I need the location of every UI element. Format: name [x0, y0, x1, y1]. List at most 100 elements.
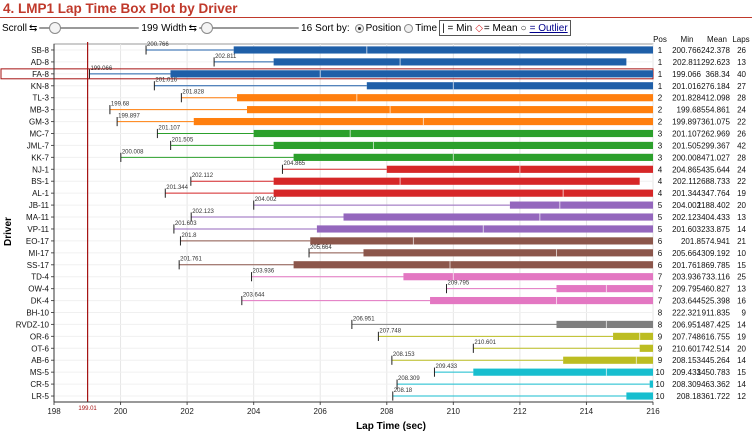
stat-pos: 4	[658, 177, 663, 186]
box-lower	[193, 117, 424, 126]
stat-laps: 42	[737, 141, 746, 150]
header-pos: Pos	[653, 35, 667, 44]
stat-min: 208.18	[677, 392, 702, 401]
stat-laps: 24	[737, 106, 746, 115]
min-value-label: 200.766	[147, 42, 169, 48]
scroll-slider[interactable]	[39, 22, 140, 34]
box-lower	[293, 153, 454, 161]
stat-pos: 5	[658, 201, 663, 210]
min-value-label: 203.644	[243, 292, 265, 298]
box-upper	[563, 189, 653, 197]
sort-time-label[interactable]: Time	[415, 22, 438, 34]
stat-min: 201.603	[672, 225, 701, 234]
stat-min: 201.016	[672, 82, 701, 91]
box-upper	[423, 117, 653, 126]
stat-laps: 13	[737, 58, 746, 67]
x-tick-label: 202	[180, 407, 194, 416]
driver-label: GM-3	[29, 118, 50, 127]
width-slider-thumb[interactable]	[201, 22, 214, 34]
driver-label: SS-17	[27, 261, 50, 270]
stat-min: 201.828	[672, 94, 701, 103]
box-upper	[356, 94, 653, 102]
driver-label: BS-1	[31, 177, 49, 186]
stat-laps: 19	[737, 332, 746, 341]
width-slider-track[interactable]	[199, 27, 300, 29]
box-upper	[450, 261, 653, 269]
stat-pos: 5	[658, 213, 663, 222]
controls-bar: Scroll ⇆ 199 Width ⇆ 16 Sort by: Positio…	[2, 20, 571, 36]
min-value-label: 201.603	[175, 221, 197, 227]
box-lower	[233, 46, 367, 54]
min-value-label: 200.008	[122, 149, 144, 155]
x-tick-label: 216	[646, 407, 660, 416]
x-tick-label: 200	[114, 407, 128, 416]
scroll-slider-thumb[interactable]	[49, 22, 62, 34]
stat-mean: 869.785	[701, 261, 730, 270]
driver-label: OW-4	[28, 285, 49, 294]
box-lower	[473, 368, 607, 376]
driver-label: NJ-1	[32, 165, 49, 174]
stat-pos: 6	[658, 237, 663, 246]
box-upper	[606, 285, 653, 293]
stat-laps: 26	[737, 46, 746, 55]
min-value-label: 202.123	[192, 209, 214, 215]
stat-min: 205.664	[672, 249, 701, 258]
scroll-slider-track[interactable]	[39, 27, 140, 29]
min-value-label: 199.066	[90, 66, 112, 72]
stat-min: 199.68	[677, 106, 702, 115]
driver-label: AD-8	[31, 58, 50, 67]
driver-label: MC-7	[29, 130, 49, 139]
x-tick-label: 208	[380, 407, 394, 416]
min-value-label: 209.433	[435, 364, 457, 370]
sort-position-label[interactable]: Position	[365, 22, 402, 34]
box-lower	[316, 225, 484, 233]
scroll-value: 199	[141, 22, 159, 34]
stat-min: 204.002	[672, 201, 701, 210]
sort-time-radio[interactable]	[404, 23, 414, 33]
header-laps: Laps	[732, 35, 749, 44]
legend-min-text: | = Min	[442, 22, 473, 34]
driver-label: KN-8	[31, 82, 50, 91]
box-upper	[556, 249, 653, 257]
stat-laps: 14	[737, 225, 746, 234]
min-value-label: 208.309	[398, 376, 420, 382]
box-upper	[559, 201, 653, 209]
stat-pos: 6	[658, 249, 663, 258]
stat-mean: 299.367	[701, 141, 730, 150]
width-value: 16	[301, 22, 313, 34]
width-slider[interactable]	[199, 22, 300, 34]
outlier-circle-icon: ○	[520, 22, 527, 34]
stat-mean: 309.192	[701, 249, 730, 258]
driver-label: SB-8	[31, 46, 49, 55]
stat-min: 208.309	[672, 380, 701, 389]
box-lower	[509, 201, 560, 209]
driver-label: RVDZ-10	[16, 320, 50, 329]
box-upper	[606, 368, 653, 376]
stat-laps: 13	[737, 213, 746, 222]
driver-label: JB-11	[29, 201, 50, 210]
driver-label: MB-3	[30, 106, 50, 115]
stat-pos: 7	[658, 285, 663, 294]
stat-mean: 404.433	[701, 213, 730, 222]
stat-laps: 19	[737, 189, 746, 198]
box-lower	[639, 344, 653, 352]
box-upper	[639, 332, 653, 340]
box-lower	[237, 94, 357, 102]
driver-label: CR-5	[30, 380, 49, 389]
stat-pos: 2	[658, 94, 663, 103]
min-value-label: 204.865	[283, 161, 305, 167]
stat-min: 209.433	[672, 368, 701, 377]
sort-position-radio[interactable]	[354, 23, 364, 33]
box-lower	[273, 58, 401, 66]
legend-outlier-link[interactable]: = Outlier	[529, 22, 568, 34]
stat-pos: 2	[658, 118, 663, 127]
stat-min: 201.107	[672, 130, 701, 139]
box-upper	[453, 273, 653, 281]
driver-label: OR-6	[30, 332, 50, 341]
stat-min: 207.748	[672, 332, 701, 341]
stat-min: 202.112	[673, 177, 702, 186]
stat-laps: 24	[737, 165, 746, 174]
stat-laps: 22	[737, 177, 746, 186]
driver-label: TD-4	[31, 273, 49, 282]
stat-laps: 28	[737, 94, 746, 103]
